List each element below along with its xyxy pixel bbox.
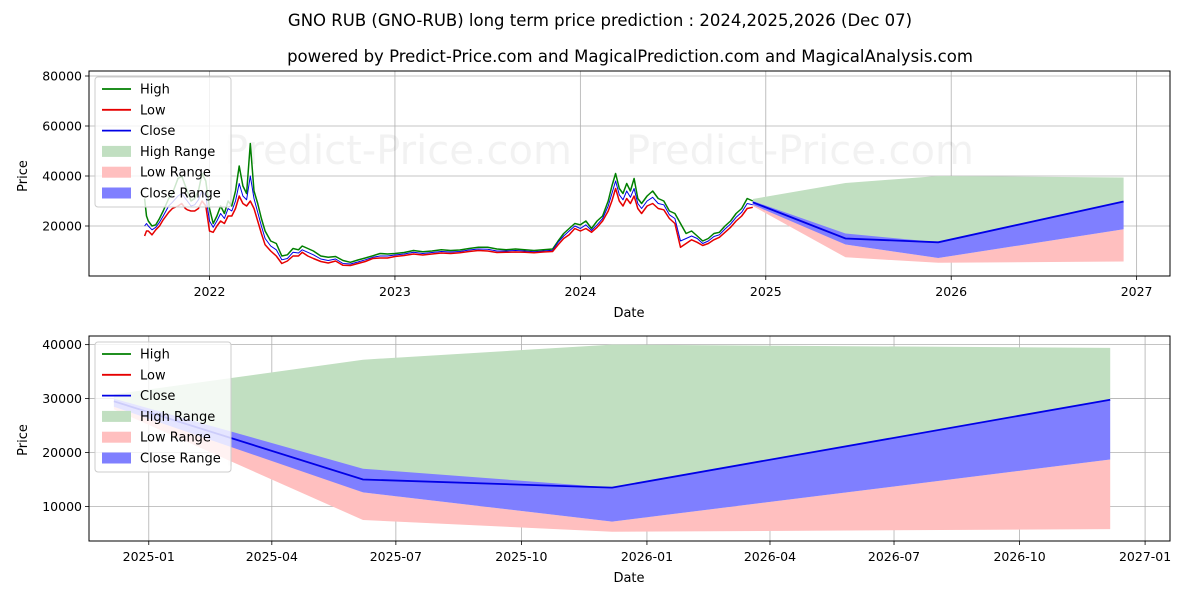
top-ylabel: Price: [16, 160, 31, 192]
y-tick-label: 30000: [42, 391, 82, 406]
top-legend: High Low Close High Range Low Range Close Ran…: [94, 76, 232, 208]
x-tick-label: 2025-01: [123, 549, 175, 564]
x-tick-label: 2027: [1121, 284, 1153, 299]
x-tick-label: 2026: [935, 284, 967, 299]
high-series-line: [143, 142, 754, 264]
y-tick-label: 20000: [42, 219, 82, 234]
x-tick-label: 2025-07: [370, 549, 422, 564]
legend-label: High: [140, 348, 170, 363]
legend-swatch-patch: [102, 187, 131, 199]
legend-label: Close Range: [140, 452, 221, 467]
low-series-line: [143, 187, 753, 267]
bottom-axes: 2025-01 2025-04 2025-07 2025-10 2026-01 2026-…: [42, 337, 1171, 564]
close-range-band: [752, 201, 1124, 258]
y-tick-label: 60000: [42, 119, 82, 134]
x-tick-label: 2027-01: [1119, 549, 1171, 564]
legend-label: Close: [140, 389, 175, 404]
top-plot-area: [143, 142, 1124, 267]
top-axes: 2022 2023 2024 2025 2026 2027 20000 40000 60000 8…: [42, 69, 1152, 300]
y-tick-label: 80000: [42, 69, 82, 84]
x-tick-label: 2024: [564, 284, 596, 299]
x-tick-label: 2023: [379, 284, 411, 299]
x-tick-label: 2025: [750, 284, 782, 299]
watermark-text: Predict-Price.com: [224, 128, 572, 174]
legend-label: Low Range: [140, 166, 211, 181]
legend-swatch-patch: [102, 452, 131, 464]
x-tick-label: 2022: [194, 284, 226, 299]
watermark-text: Predict-Price.com: [626, 128, 974, 174]
low-range-band: [752, 202, 1124, 263]
top-panel: Predict-Price.comPredict-Price.comPredic…: [16, 69, 1171, 321]
x-tick-label: 2025-10: [495, 549, 547, 564]
close-forecast-line: [752, 200, 1124, 244]
chart-subtitle: powered by Predict-Price.com and Magical…: [287, 47, 973, 66]
legend-label: High Range: [140, 410, 215, 425]
close-range-band: [113, 398, 1111, 522]
legend-label: Low Range: [140, 431, 211, 446]
y-tick-label: 10000: [42, 499, 82, 514]
legend-label: High Range: [140, 145, 215, 160]
legend-swatch-patch: [102, 145, 131, 157]
chart-title: GNO RUB (GNO-RUB) long term price predic…: [288, 11, 912, 30]
bottom-ylabel: Price: [16, 424, 31, 456]
legend-label: Close Range: [140, 187, 221, 202]
close-forecast-line: [113, 398, 1111, 489]
bottom-xlabel: Date: [613, 571, 644, 586]
low-range-band: [113, 401, 1111, 532]
bottom-legend: High Low Close High Range Low Range Close Ran…: [94, 341, 232, 473]
y-tick-label: 40000: [42, 337, 82, 352]
y-tick-label: 20000: [42, 445, 82, 460]
high-range-band: [113, 344, 1111, 488]
high-range-band: [752, 176, 1124, 243]
legend-label: High: [140, 83, 170, 98]
y-tick-label: 40000: [42, 169, 82, 184]
x-tick-label: 2025-04: [246, 549, 298, 564]
legend-label: Low: [140, 103, 166, 118]
legend-label: Close: [140, 124, 175, 139]
x-tick-label: 2026-07: [868, 549, 920, 564]
x-tick-label: 2026-04: [744, 549, 796, 564]
bottom-plot-area: [113, 344, 1111, 532]
x-tick-label: 2026-01: [621, 549, 673, 564]
legend-swatch-patch: [102, 431, 131, 443]
legend-label: Low: [140, 368, 166, 383]
close-series-line: [144, 175, 753, 265]
legend-swatch-patch: [102, 166, 131, 178]
top-xlabel: Date: [613, 306, 644, 321]
x-tick-label: 2026-10: [993, 549, 1045, 564]
top-watermarks: Predict-Price.comPredict-Price.comPredic…: [224, 128, 974, 174]
legend-swatch-patch: [102, 410, 131, 422]
